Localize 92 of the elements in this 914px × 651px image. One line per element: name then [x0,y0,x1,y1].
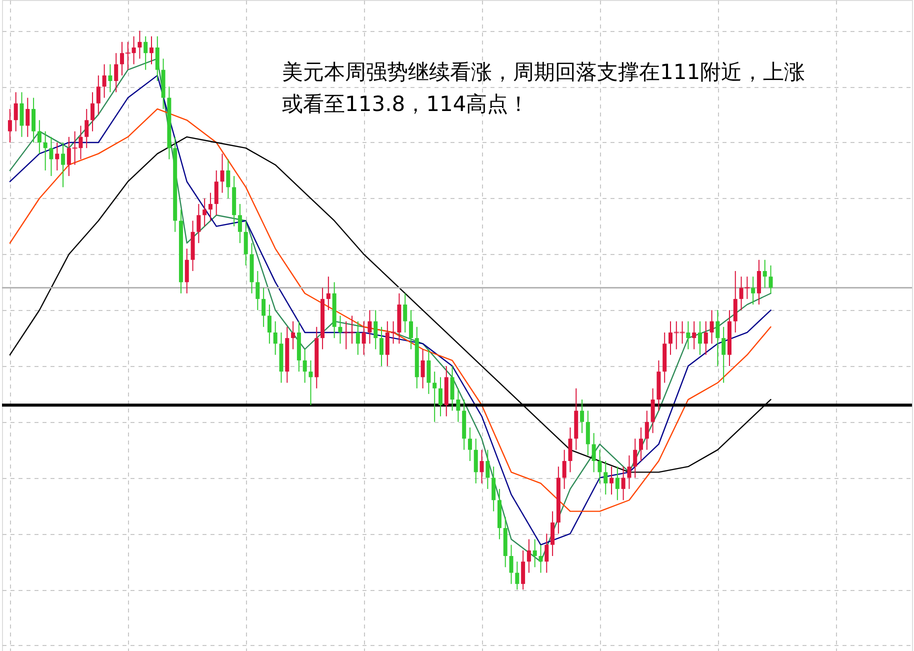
candlestick [138,30,142,60]
candlestick [768,264,773,294]
candlestick [368,310,372,344]
candlestick [144,36,148,70]
candlestick [438,376,442,417]
candlestick [184,248,189,294]
candlestick [610,466,614,496]
candlestick [338,315,342,344]
candlestick [686,320,690,350]
candlestick [762,259,767,288]
candlestick [450,366,454,412]
candlestick [627,454,632,490]
candlestick [580,399,584,434]
candlestick [55,142,60,171]
annotation: 美元本周强势继续看涨，周期回落支撑在111附近，上涨或看至113.8，114高点！ [282,60,806,116]
candlestick [586,410,590,456]
candlestick [267,304,272,344]
candlestick [14,92,18,132]
candlestick [521,550,526,590]
candlestick [420,348,425,389]
candlestick [108,64,112,93]
candlestick [8,108,12,143]
candlestick [633,438,638,478]
candlestick [256,270,260,311]
candlestick [756,259,761,306]
candlestick [262,287,266,328]
candlestick [526,538,531,574]
candlestick [362,320,366,356]
candlestick [102,64,106,98]
candlestick [716,310,720,367]
candlestick [43,130,48,171]
candlestick [226,158,230,199]
candlestick [408,310,413,350]
candlestick [96,74,100,116]
candlestick [244,220,248,266]
candlestick [356,320,360,356]
candlestick [509,544,514,584]
candlestick [532,538,537,568]
candlestick [220,153,224,194]
candlestick [308,360,313,406]
candlestick [49,136,54,177]
candlestick [704,320,708,356]
candlestick [604,460,608,496]
candlestick [468,426,472,462]
candlestick [426,348,431,394]
candlestick [710,310,714,344]
candlestick [238,203,242,244]
candlestick [486,449,490,490]
candlestick [515,561,520,590]
candlestick [26,97,30,138]
candlestick [114,52,118,93]
candlestick [568,426,572,473]
candlestick [273,320,278,356]
candlestick [751,276,756,306]
candlestick [639,426,644,462]
candlestick [456,388,460,422]
candlestick [32,97,36,143]
candlestick [155,36,160,82]
candlestick [202,198,207,227]
candlestick [291,320,296,350]
candlestick [208,192,212,222]
candlestick [474,438,478,484]
candlestick [90,92,95,132]
candlestick [538,544,543,574]
candlestick [722,326,726,384]
candlestick [196,203,201,244]
candlestick [621,466,626,501]
candlestick [432,371,437,422]
candlestick [550,510,555,557]
candlestick [84,108,89,149]
candlestick [20,92,24,138]
candlestick [733,270,738,333]
candlestick [326,276,330,311]
candlestick [592,432,596,473]
candlestick [492,466,496,512]
candlestick [61,142,66,188]
candlestick [692,320,696,350]
candlestick [214,170,218,216]
candlestick [562,449,566,490]
candlestick [149,36,154,65]
candlestick [698,320,702,356]
candlestick [37,120,42,154]
candlestick [302,348,307,384]
candlestick [644,410,649,450]
candlestick [615,466,620,501]
candlestick [650,388,655,434]
candlestick [380,326,384,367]
candlestick [544,533,549,574]
candlestick [374,310,378,350]
candlestick [598,449,602,484]
candlestick [403,292,408,333]
candlestick [480,449,484,484]
